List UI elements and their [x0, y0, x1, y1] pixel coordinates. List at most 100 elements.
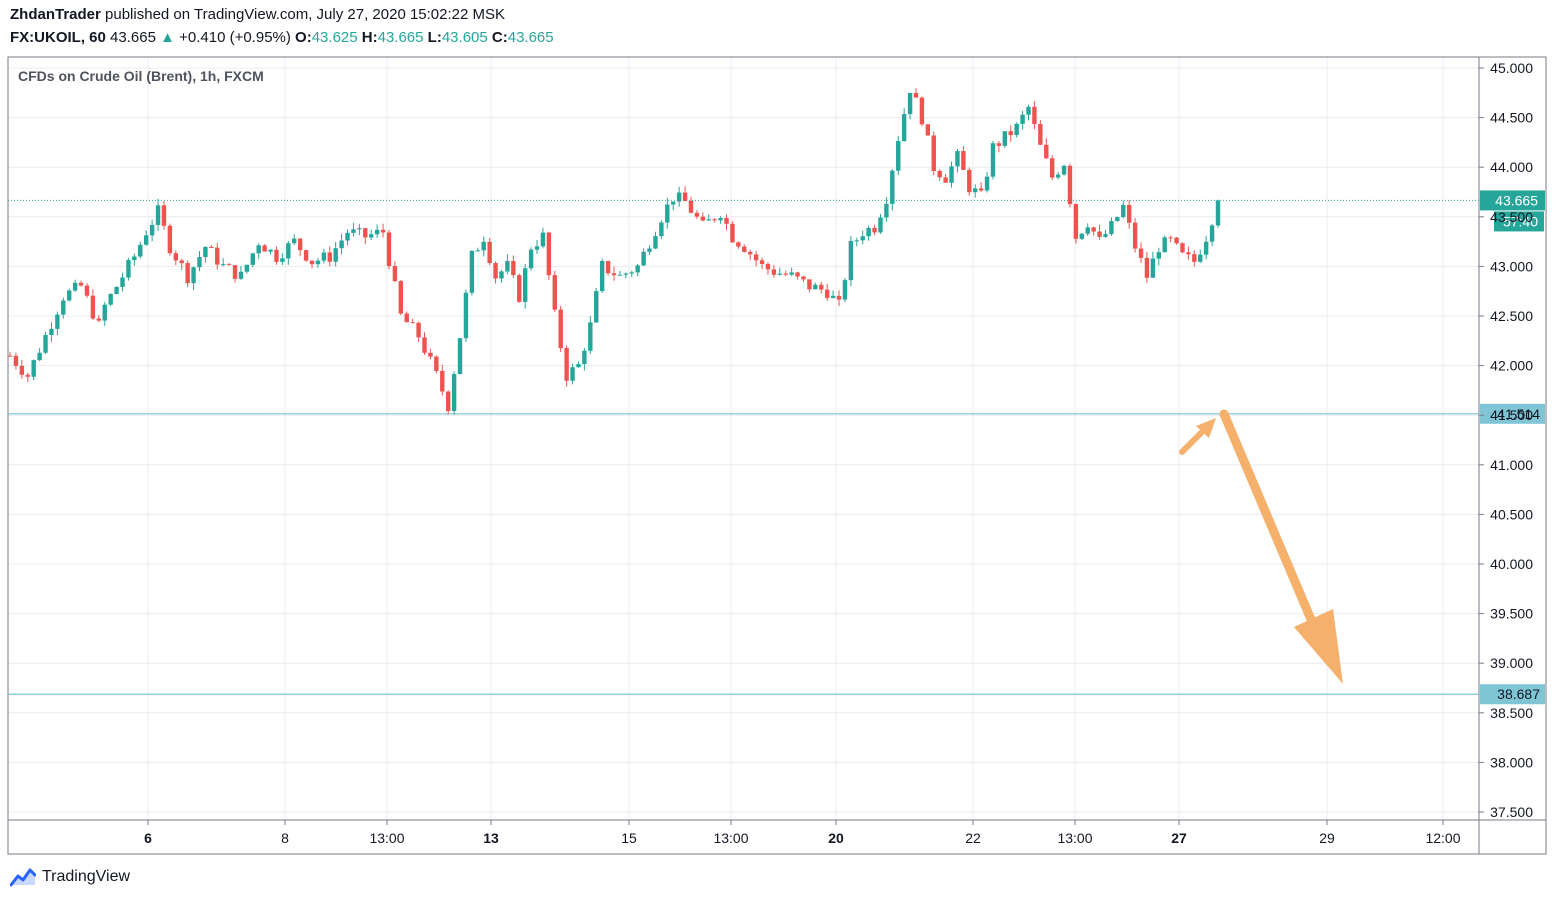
candle-body: [7, 355, 13, 357]
candle-body: [842, 280, 848, 300]
price-tick-label: 40.000: [1490, 556, 1533, 572]
forecast-arrows: [1179, 409, 1343, 684]
candle-body: [884, 203, 889, 218]
symbol-name[interactable]: FX:UKOIL, 60: [10, 29, 106, 46]
price-axis: 45.000 44.500 44.000 43.500 43.000 42.500 42.0…: [1479, 60, 1533, 820]
candle-body: [90, 295, 96, 319]
candle-body: [623, 273, 629, 275]
candle-body: [493, 263, 498, 279]
candle-body: [937, 170, 942, 178]
candle-body: [1008, 131, 1013, 136]
candle-body: [605, 261, 611, 274]
candle-body: [978, 188, 984, 191]
candle-body: [635, 265, 640, 273]
candle-body: [718, 217, 723, 221]
candle-body: [410, 322, 415, 324]
candle-body: [96, 318, 102, 321]
author-name[interactable]: ZhdanTrader: [10, 6, 101, 23]
candle-body: [215, 247, 220, 265]
price-tick-label: 39.000: [1490, 655, 1533, 671]
time-tick-label: 29: [1319, 830, 1335, 846]
candle-body: [1138, 248, 1144, 258]
candle-body: [878, 217, 883, 233]
close-value: 43.665: [507, 29, 554, 46]
candle-body: [1049, 158, 1055, 178]
high-value: 43.665: [377, 29, 424, 46]
candle-body: [742, 246, 747, 252]
candle-body: [961, 151, 966, 170]
candle-body: [126, 260, 131, 278]
candle-body: [1192, 254, 1197, 262]
footer-brand[interactable]: TradingView: [10, 867, 130, 887]
change-value: +0.410 (+0.95%): [179, 29, 291, 46]
candle-body: [292, 238, 297, 244]
candle-body: [854, 240, 859, 242]
candle-body: [564, 348, 569, 381]
time-tick-label: 6: [144, 830, 152, 846]
chart-grid: [8, 57, 1479, 820]
candle-body: [546, 232, 552, 276]
candle-body: [582, 350, 587, 365]
candle-body: [813, 284, 818, 290]
candle-body: [167, 225, 173, 254]
candle-body: [576, 364, 581, 368]
candle-body: [149, 224, 155, 236]
candle-body: [31, 360, 36, 377]
candle-body: [1203, 241, 1209, 255]
change-up-icon: ▲: [160, 29, 175, 46]
candle-body: [807, 279, 812, 290]
candle-body: [440, 370, 445, 392]
time-tick-label: 8: [281, 830, 289, 846]
candle-body: [866, 227, 871, 237]
candles: [7, 88, 1221, 415]
candle-body: [1085, 227, 1090, 234]
last-price-label-bg: [1480, 190, 1545, 211]
level-label: 38.687: [1497, 686, 1540, 702]
price-tick-label: 38.000: [1490, 754, 1533, 770]
candle-body: [43, 335, 48, 353]
candle-body: [19, 365, 25, 375]
candle-body: [13, 355, 19, 366]
candle-body: [665, 204, 670, 223]
candle-body: [369, 234, 374, 238]
candle-body: [1061, 165, 1067, 175]
candle-body: [191, 267, 196, 284]
candle-body: [25, 374, 30, 377]
low-value: 43.605: [441, 29, 488, 46]
candle-body: [552, 275, 557, 310]
candle-body: [688, 200, 694, 213]
level-label: 41.514: [1497, 406, 1540, 422]
candle-body: [659, 222, 664, 237]
candle-body: [1168, 237, 1173, 239]
candle-body: [522, 268, 528, 302]
small-up-arrow-head: [1196, 418, 1216, 438]
price-tick-label: 43.500: [1490, 209, 1533, 225]
candle-body: [286, 243, 291, 259]
candle-body: [61, 300, 66, 315]
price-tick-label: 43.000: [1490, 258, 1533, 274]
time-axis: 6 8 13:00 13 15 13:00 20 22 13:00 27 29 12:00: [144, 820, 1461, 846]
candle-body: [694, 212, 700, 217]
candle-body: [505, 261, 510, 272]
time-tick-label: 22: [965, 830, 981, 846]
time-tick-label: 13:00: [1057, 830, 1092, 846]
candle-body: [973, 188, 978, 193]
low-label: L:: [427, 29, 442, 46]
published-text: published on TradingView.com, July 27, 2…: [105, 6, 506, 23]
candle-body: [297, 238, 303, 251]
candle-body: [1198, 254, 1203, 262]
candle-body: [321, 252, 327, 261]
candle-body: [534, 246, 540, 250]
candle-body: [777, 273, 783, 275]
candle-body: [268, 249, 273, 252]
level-label-bg: [1480, 403, 1545, 424]
candle-body: [629, 272, 634, 274]
candle-body: [398, 281, 404, 314]
candle-body: [647, 248, 652, 252]
candle-body: [789, 272, 794, 275]
candle-body: [617, 274, 623, 276]
candle-body: [78, 282, 84, 286]
price-tick-label: 38.500: [1490, 705, 1533, 721]
candle-body: [37, 352, 42, 361]
